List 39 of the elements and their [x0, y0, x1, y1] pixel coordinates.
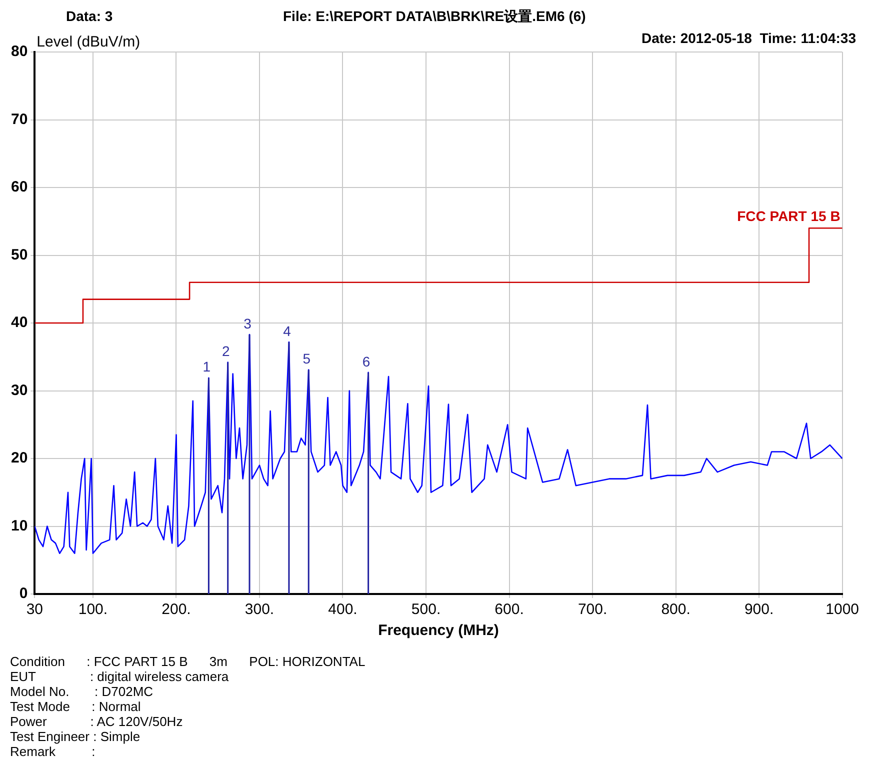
x-tick-label: 400. — [328, 601, 358, 618]
x-tick-label: 200. — [162, 601, 191, 618]
annotation: 5 — [302, 350, 311, 367]
x-tick-label: 300. — [244, 601, 274, 618]
x-tick-label: 1000 — [826, 601, 860, 618]
text: EUT : digital wireless camera — [10, 669, 230, 684]
y-tick-label: 20 — [10, 450, 28, 467]
y-tick-label: 10 — [10, 517, 28, 534]
annotation: 4 — [283, 322, 292, 339]
text: File: E:\REPORT DATA\B\BRK\RE设置.EM6 (6) — [283, 8, 586, 26]
x-tick-label: 900. — [744, 601, 774, 618]
annotation: 6 — [362, 353, 370, 370]
text: Date: 2012-05-18 Time: 11:04:33 — [641, 30, 856, 46]
y-tick-label: 60 — [10, 178, 28, 196]
text: Power : AC 120V/50Hz — [10, 714, 184, 729]
y-tick-label: 40 — [10, 314, 28, 332]
text: Condition : FCC PART 15 B 3m POL: HORIZONTAL — [10, 654, 366, 669]
x-axis-title: Frequency (MHz) — [378, 622, 499, 640]
series-label: FCC PART 15 B — [737, 208, 840, 224]
annotation: 1 — [202, 358, 211, 375]
x-tick-label: 800. — [661, 601, 690, 618]
text: Test Engineer : Simple — [10, 729, 142, 744]
y-tick-label: 30 — [10, 382, 28, 399]
x-tick-label: 600. — [494, 601, 524, 618]
x-tick-label: 500. — [411, 601, 441, 618]
y-tick-label: 70 — [10, 110, 28, 128]
x-tick-label: 100. — [78, 601, 108, 618]
y-tick-label: 0 — [19, 585, 28, 602]
text: Test Mode : Normal — [10, 699, 142, 714]
x-tick-label: 700. — [578, 601, 608, 618]
text: Remark : — [10, 744, 96, 759]
text: Data: 3 — [66, 8, 113, 24]
y-axis-title: Level (dBuV/m) — [36, 34, 140, 51]
annotation: 3 — [244, 315, 252, 332]
x-tick-label: 30 — [26, 601, 44, 618]
y-tick-label: 50 — [10, 246, 28, 264]
annotation: 2 — [222, 343, 230, 360]
y-tick-label: 80 — [10, 43, 28, 60]
text: Model No. : D702MC — [10, 684, 154, 699]
